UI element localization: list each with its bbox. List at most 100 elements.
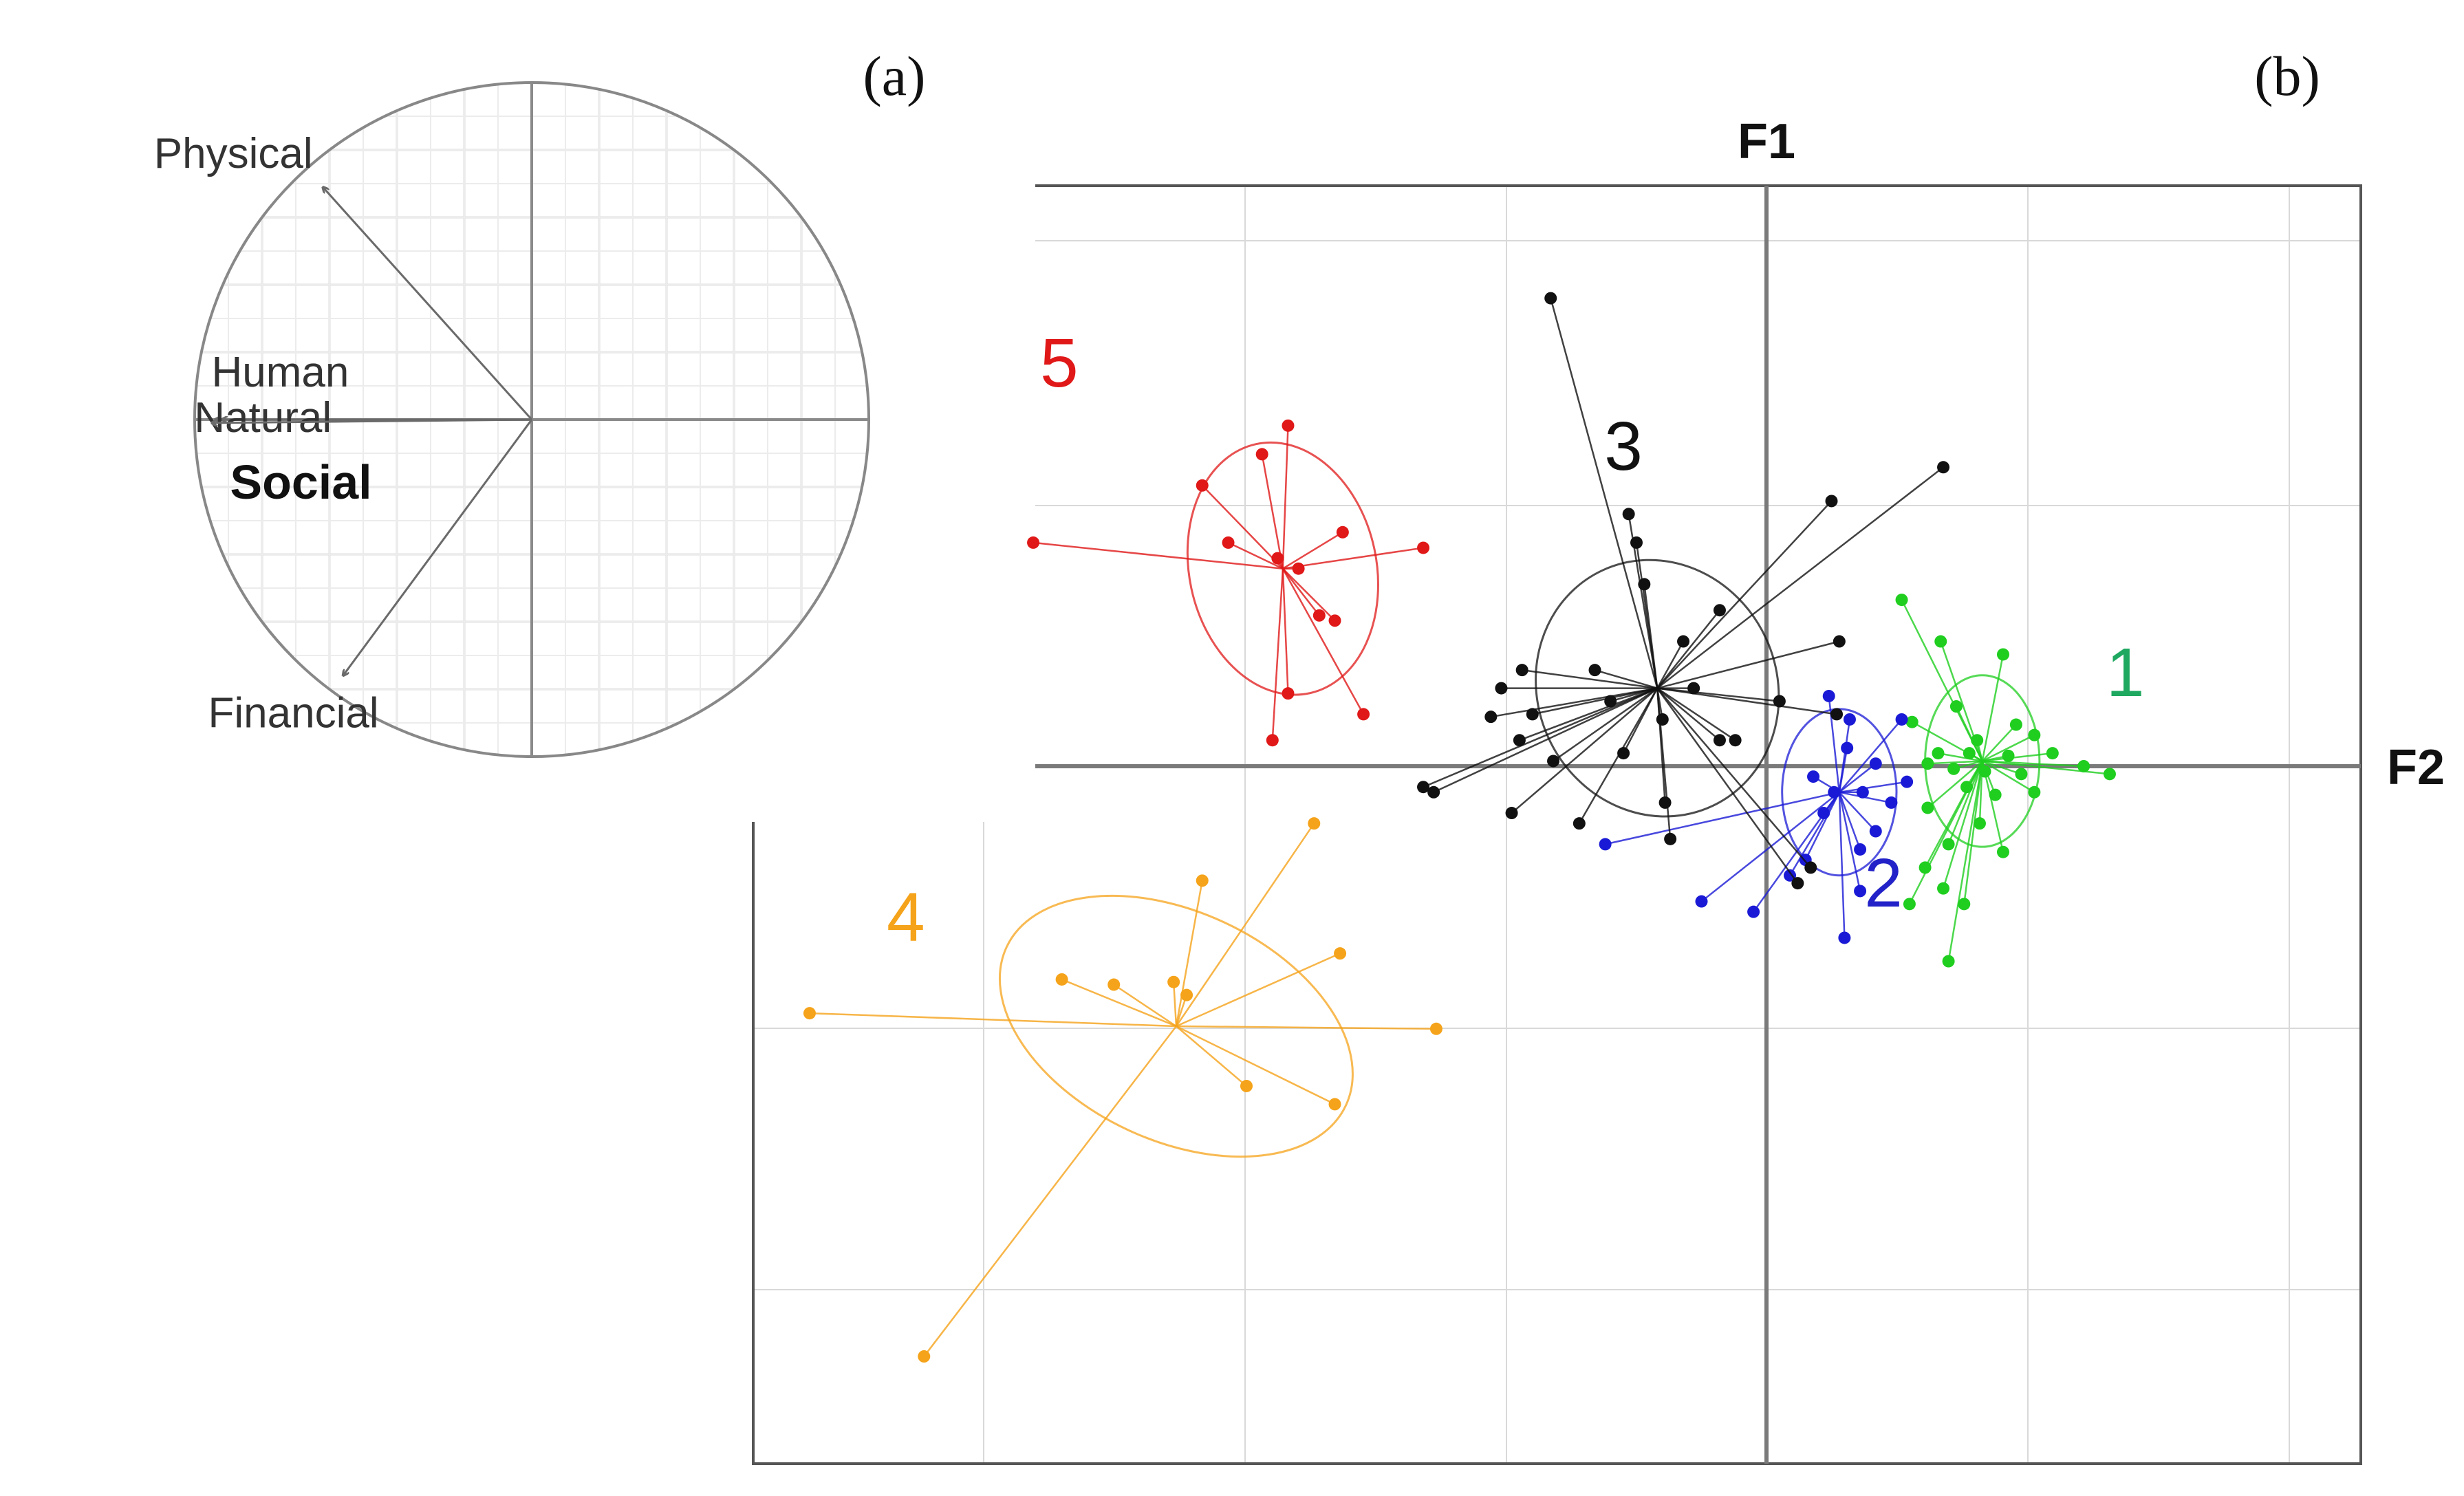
data-point bbox=[1921, 801, 1934, 814]
data-point bbox=[1271, 552, 1284, 565]
data-point bbox=[1107, 978, 1121, 991]
axis-label-f2: F2 bbox=[2387, 740, 2445, 795]
data-point bbox=[1495, 682, 1508, 695]
cluster-spoke bbox=[1282, 531, 1343, 570]
data-point bbox=[1544, 292, 1557, 305]
cluster-spoke bbox=[1838, 792, 1861, 891]
vector-label-financial: Financial bbox=[208, 689, 379, 737]
plot-frame bbox=[752, 184, 2362, 1465]
data-point bbox=[1167, 975, 1180, 988]
data-point bbox=[1513, 734, 1526, 747]
cluster-spoke bbox=[1282, 567, 1320, 616]
cluster-spoke bbox=[1550, 298, 1658, 689]
data-point bbox=[1937, 882, 1950, 895]
cluster-spoke bbox=[1788, 792, 1840, 876]
data-point bbox=[1973, 817, 1986, 830]
data-point bbox=[1484, 711, 1498, 724]
data-point bbox=[1825, 495, 1838, 508]
vector-label-social: Social bbox=[230, 455, 371, 509]
data-point bbox=[1822, 689, 1835, 702]
cluster-label-4: 4 bbox=[887, 878, 925, 955]
cluster-spoke bbox=[1033, 541, 1284, 570]
cluster-spoke bbox=[1271, 568, 1284, 741]
data-point bbox=[1222, 536, 1235, 549]
cluster-spoke bbox=[1839, 763, 1877, 793]
vector-label-natural: Natural bbox=[194, 394, 332, 442]
vector-physical bbox=[323, 187, 533, 421]
data-point bbox=[1869, 757, 1882, 770]
data-point bbox=[1526, 708, 1539, 721]
data-point bbox=[1937, 461, 1950, 474]
cluster-spoke bbox=[1175, 823, 1315, 1027]
cluster-3: 3 bbox=[1417, 292, 1950, 890]
data-point bbox=[1027, 536, 1040, 549]
cluster-spoke bbox=[1656, 687, 1812, 869]
data-point bbox=[1196, 479, 1209, 492]
cluster-spoke bbox=[1282, 547, 1424, 570]
data-point bbox=[1427, 785, 1440, 799]
cluster-spoke bbox=[1656, 640, 1840, 689]
data-point bbox=[1841, 741, 1854, 755]
cluster-spoke bbox=[1261, 454, 1284, 569]
data-point bbox=[1240, 1079, 1253, 1092]
data-point bbox=[1604, 695, 1617, 708]
data-point bbox=[1656, 713, 1669, 726]
data-point bbox=[2015, 768, 2028, 781]
data-point bbox=[1328, 1098, 1341, 1111]
vector-label-human: Human bbox=[211, 349, 349, 396]
data-point bbox=[1978, 765, 1991, 778]
cluster-spoke bbox=[1927, 760, 1983, 809]
cluster-spoke bbox=[1511, 687, 1658, 814]
data-point bbox=[1963, 747, 1976, 760]
cluster-spoke bbox=[1938, 752, 1982, 762]
cluster-spoke bbox=[1176, 1025, 1336, 1105]
cluster-spoke bbox=[1656, 500, 1833, 689]
panel-label-a: (a) bbox=[863, 45, 925, 107]
cluster-spoke bbox=[1838, 791, 1877, 832]
cluster-spoke bbox=[1982, 760, 2035, 793]
cluster-spoke bbox=[1982, 734, 2035, 762]
cluster-spoke bbox=[1981, 654, 2004, 761]
cluster-spoke bbox=[1804, 792, 1840, 860]
data-point bbox=[1934, 635, 1947, 648]
cluster-spoke bbox=[1656, 609, 1720, 689]
data-point bbox=[1856, 785, 1869, 799]
cluster-spoke bbox=[1656, 687, 1799, 884]
data-point bbox=[1807, 770, 1820, 783]
cluster-ellipse-5 bbox=[1186, 441, 1379, 696]
data-point bbox=[1895, 713, 1908, 726]
cluster-spoke bbox=[1927, 760, 1982, 765]
data-point bbox=[1417, 781, 1430, 794]
cluster-spoke bbox=[1282, 425, 1289, 569]
cluster-spoke bbox=[1176, 1025, 1436, 1030]
cluster-spoke bbox=[1942, 761, 1983, 889]
data-point bbox=[1958, 898, 1971, 911]
data-point bbox=[1417, 541, 1430, 554]
cluster-spoke bbox=[1605, 791, 1840, 845]
data-point bbox=[1617, 747, 1630, 760]
axis-label-f1: F1 bbox=[1738, 114, 1795, 169]
cluster-spoke bbox=[1176, 1026, 1247, 1087]
data-point bbox=[2028, 728, 2041, 741]
data-point bbox=[1336, 525, 1349, 539]
data-point bbox=[1791, 877, 1804, 890]
data-point bbox=[1357, 708, 1370, 721]
cluster-spoke bbox=[1838, 748, 1848, 793]
vector-social bbox=[212, 418, 532, 423]
cluster-spoke bbox=[1061, 978, 1177, 1028]
data-point bbox=[1630, 536, 1643, 549]
data-point bbox=[2103, 768, 2116, 781]
data-point bbox=[1573, 817, 1586, 830]
cluster-label-3: 3 bbox=[1604, 408, 1643, 485]
plot-grid bbox=[753, 186, 2361, 1464]
cluster-spoke bbox=[1828, 695, 1841, 792]
cluster-spoke bbox=[1656, 466, 1944, 689]
cluster-spoke bbox=[1838, 719, 1903, 793]
cluster-spoke bbox=[1519, 687, 1658, 741]
data-point bbox=[1854, 843, 1867, 856]
data-point bbox=[1266, 734, 1279, 747]
data-point bbox=[1713, 734, 1726, 747]
data-point bbox=[1658, 796, 1672, 809]
data-point bbox=[1885, 796, 1898, 809]
